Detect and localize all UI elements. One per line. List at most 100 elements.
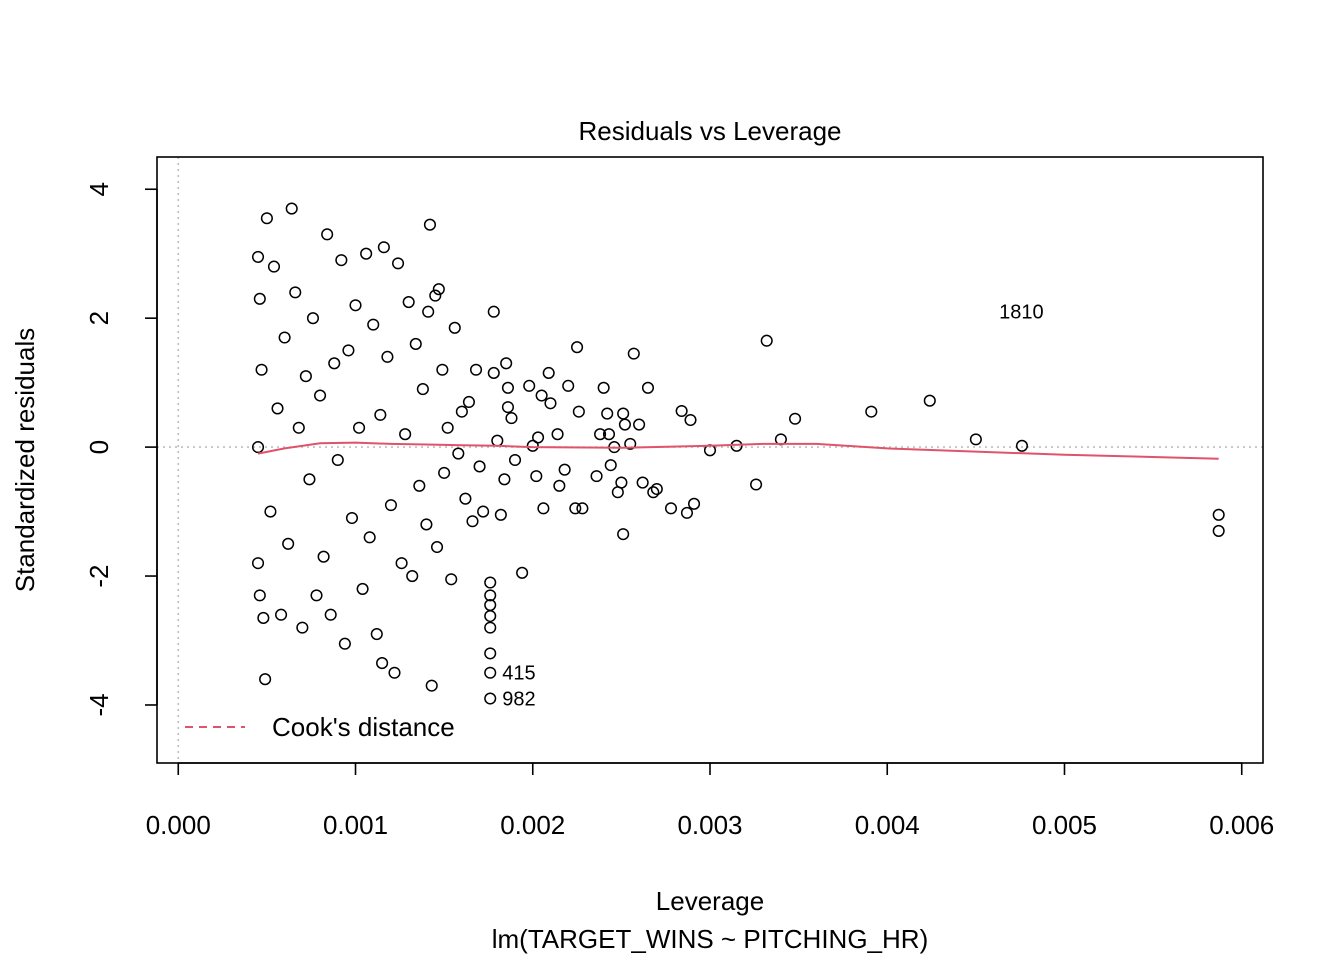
- data-point: [317, 550, 330, 563]
- data-point: [275, 608, 288, 621]
- data-point: [624, 437, 637, 450]
- chart-subtitle: lm(TARGET_WINS ~ PITCHING_HR): [492, 924, 928, 954]
- data-point: [647, 486, 660, 499]
- data-point: [363, 531, 376, 544]
- data-point: [760, 334, 773, 347]
- data-point: [413, 479, 426, 492]
- data-point: [750, 478, 763, 491]
- data-point: [251, 441, 265, 454]
- data-point: [473, 460, 486, 473]
- data-point: [617, 407, 630, 420]
- data-point: [526, 439, 539, 452]
- y-tick-label: 4: [84, 182, 114, 196]
- data-point: [487, 305, 500, 318]
- data-point: [353, 421, 366, 434]
- data-point: [299, 370, 312, 383]
- data-point: [1015, 439, 1028, 452]
- data-point: [399, 428, 412, 441]
- data-point: [314, 389, 327, 402]
- x-axis: 0.000 0.001 0.002 0.003 0.004 0.005 0.006: [146, 762, 1274, 840]
- x-tick-label: 0.000: [146, 810, 211, 840]
- data-point: [611, 486, 624, 499]
- y-tick-label: -2: [84, 564, 114, 587]
- y-axis-label: Standardized residuals: [10, 328, 40, 593]
- data-point: [687, 497, 701, 510]
- data-point: [604, 459, 617, 472]
- x-tick-label: 0.005: [1032, 810, 1097, 840]
- data-point: [601, 407, 614, 420]
- data-point: [360, 247, 373, 260]
- data-point: [356, 582, 369, 595]
- y-tick-label: -4: [84, 693, 114, 716]
- data-point: [597, 381, 610, 394]
- data-point: [251, 557, 265, 570]
- data-point: [484, 647, 497, 660]
- data-point: [406, 569, 419, 583]
- data-point: [331, 453, 344, 467]
- x-tick-label: 0.003: [677, 810, 742, 840]
- data-point: [282, 537, 295, 550]
- point-labels: 1810 415 982: [502, 302, 1043, 711]
- data-point: [367, 318, 380, 331]
- data-point: [680, 506, 694, 519]
- x-tick-label: 0.002: [500, 810, 565, 840]
- point-label: 982: [502, 689, 535, 711]
- data-point: [257, 611, 270, 624]
- data-point: [264, 505, 277, 518]
- data-point: [789, 412, 802, 425]
- data-point: [349, 299, 362, 312]
- data-point: [484, 576, 497, 589]
- data-point: [572, 405, 585, 418]
- data-point: [267, 260, 281, 273]
- data-point: [392, 257, 405, 270]
- data-point: [484, 621, 497, 634]
- legend-cooks-distance-label: Cook's distance: [272, 712, 455, 742]
- y-axis: -4 -2 0 2 4: [84, 182, 158, 717]
- point-label: 415: [502, 663, 535, 685]
- data-point: [324, 608, 337, 621]
- data-point: [289, 286, 302, 299]
- data-point: [448, 321, 461, 334]
- data-point: [374, 408, 387, 421]
- data-point: [259, 673, 272, 686]
- data-point: [260, 212, 273, 225]
- data-point: [285, 202, 298, 215]
- data-point: [636, 476, 649, 489]
- data-point: [292, 421, 305, 434]
- data-point: [664, 502, 678, 515]
- data-point: [253, 589, 266, 602]
- data-point: [335, 254, 348, 267]
- data-point: [430, 540, 444, 554]
- x-axis-label: Leverage: [656, 886, 764, 916]
- data-point: [388, 666, 401, 679]
- data-point: [576, 502, 589, 515]
- data-point: [542, 366, 555, 380]
- x-tick-label: 0.001: [323, 810, 388, 840]
- data-point: [345, 511, 359, 525]
- y-tick-label: 2: [84, 311, 114, 325]
- data-point: [381, 350, 394, 363]
- data-point: [321, 228, 334, 241]
- data-point: [500, 357, 513, 370]
- data-point: [505, 412, 518, 425]
- data-point: [278, 331, 291, 344]
- data-point: [501, 381, 514, 394]
- data-point: [501, 401, 514, 414]
- data-point: [1212, 524, 1225, 537]
- data-point: [641, 381, 655, 394]
- data-point: [571, 341, 584, 354]
- data-point: [553, 479, 566, 492]
- data-point: [590, 470, 603, 483]
- data-point: [436, 363, 449, 376]
- data-point: [523, 379, 536, 392]
- data-point: [484, 666, 497, 679]
- data-point: [370, 628, 383, 641]
- data-point: [338, 637, 351, 650]
- data-point: [395, 557, 408, 570]
- data-point: [342, 344, 355, 357]
- point-label: 1810: [999, 302, 1044, 324]
- data-point: [544, 397, 557, 410]
- data-point: [328, 357, 341, 370]
- data-point: [650, 482, 663, 496]
